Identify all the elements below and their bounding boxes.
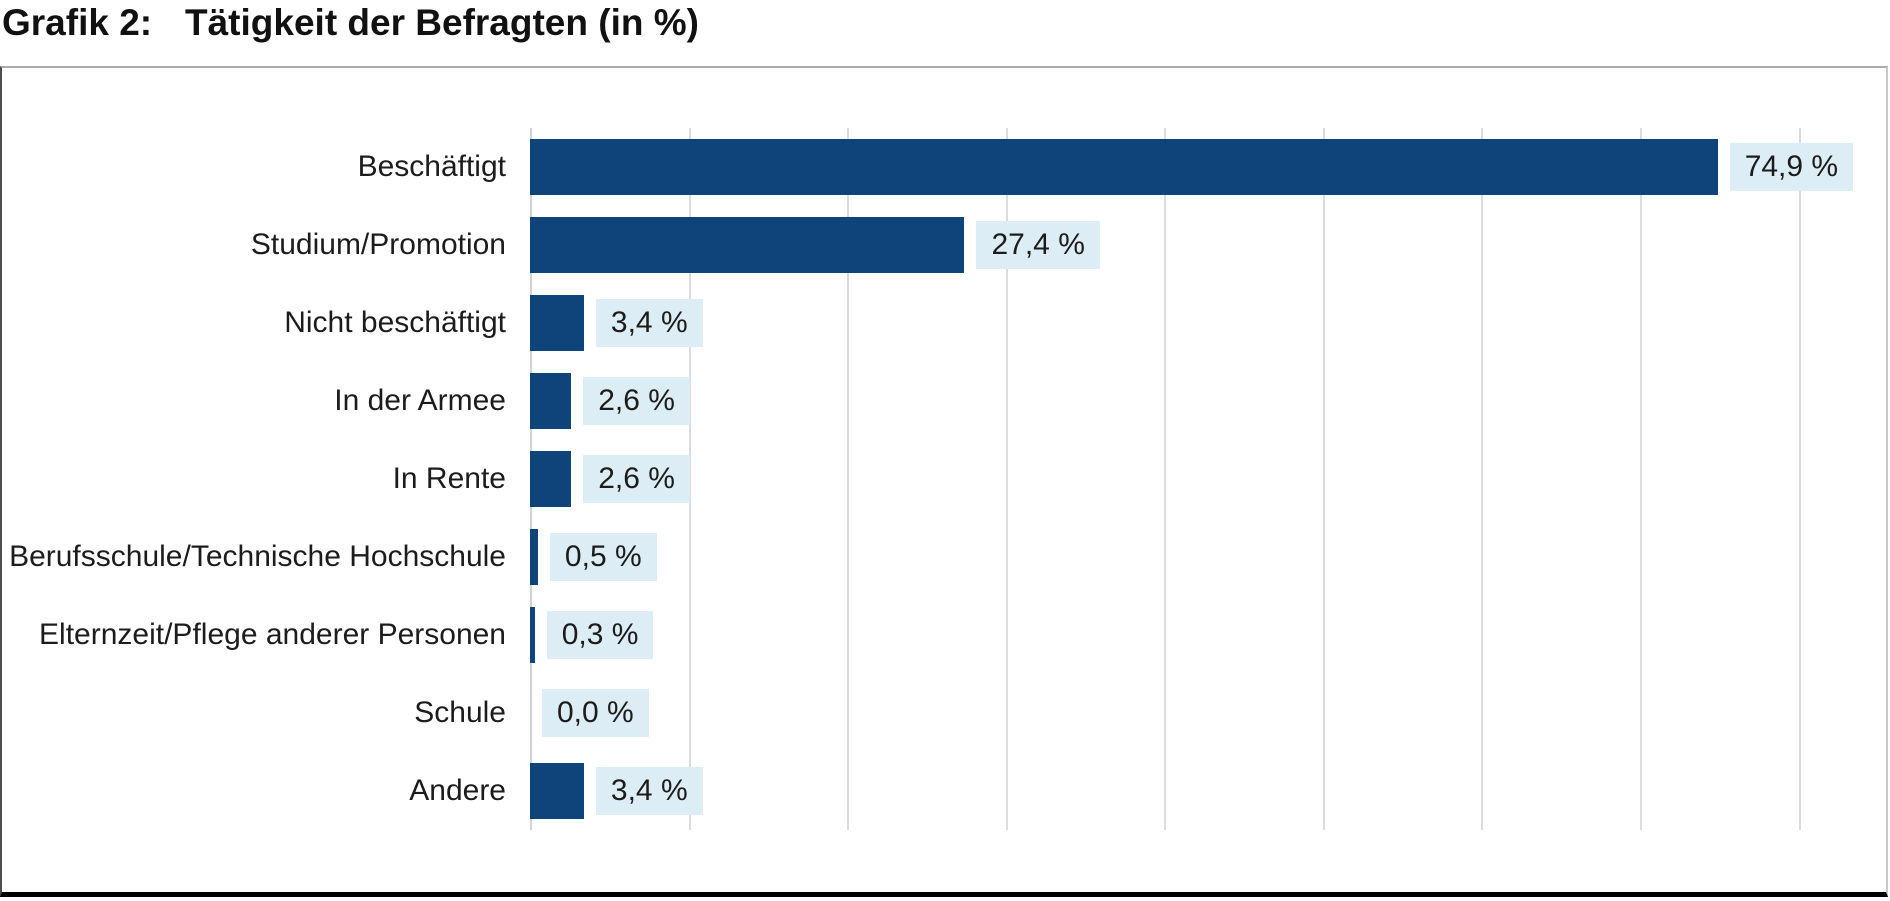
bar [530, 607, 535, 663]
chart-title: Tätigkeit der Befragten (in %) [185, 2, 699, 43]
category-label: Nicht beschäftigt [284, 306, 506, 339]
bar-zone: 3,4 % [530, 752, 1886, 830]
value-label: 74,9 % [1729, 143, 1854, 191]
bar-zone: 74,9 % [530, 128, 1886, 206]
category-label: In der Armee [334, 384, 506, 417]
category-label: Elternzeit/Pflege anderer Personen [39, 618, 506, 651]
chart-row: Studium/Promotion 27,4 % [2, 206, 1886, 284]
gridline [1164, 128, 1167, 830]
value-label: 0,0 % [542, 689, 649, 737]
bar-rows: Beschäftigt 74,9 % Studium/Promotion 27,4 %… [2, 128, 1886, 830]
gridline [1639, 128, 1642, 830]
chart-row: Andere 3,4 % [2, 752, 1886, 830]
gridline [1481, 128, 1484, 830]
value-label: 3,4 % [595, 767, 703, 815]
bar [530, 217, 965, 273]
gridline [1798, 128, 1801, 830]
chart-row: In der Armee 2,6 % [2, 362, 1886, 440]
bar-zone: 27,4 % [530, 206, 1886, 284]
chart-row: Berufsschule/Technische Hochschule 0,5 % [2, 518, 1886, 596]
bar-zone: 2,6 % [530, 440, 1886, 518]
gridline [1322, 128, 1325, 830]
gridline [1005, 128, 1008, 830]
bar [530, 139, 1718, 195]
category-label: Studium/Promotion [250, 228, 506, 261]
bar [530, 295, 584, 351]
chart-row: In Rente 2,6 % [2, 440, 1886, 518]
value-label: 3,4 % [595, 299, 703, 347]
chart-row: Schule 0,0 % [2, 674, 1886, 752]
chart-row: Beschäftigt 74,9 % [2, 128, 1886, 206]
bar-zone: 2,6 % [530, 362, 1886, 440]
chart-row: Nicht beschäftigt 3,4 % [2, 284, 1886, 362]
category-label: Berufsschule/Technische Hochschule [9, 540, 506, 573]
gridline [847, 128, 850, 830]
bar [530, 763, 584, 819]
bar [530, 451, 572, 507]
bar-zone: 0,3 % [530, 596, 1886, 674]
value-label: 0,3 % [546, 611, 654, 659]
bar-zone: 3,4 % [530, 284, 1886, 362]
bar [530, 529, 538, 585]
category-label: In Rente [392, 462, 506, 495]
plot-area: Beschäftigt 74,9 % Studium/Promotion 27,4 %… [2, 68, 1886, 892]
bar [530, 373, 572, 429]
bar-zone: 0,0 % [530, 674, 1886, 752]
value-label: 2,6 % [583, 455, 690, 503]
value-label: 2,6 % [583, 377, 690, 425]
bar-zone: 0,5 % [530, 518, 1886, 596]
chart-frame: Beschäftigt 74,9 % Studium/Promotion 27,4 %… [0, 66, 1888, 897]
category-label: Beschäftigt [357, 150, 506, 183]
value-label: 0,5 % [549, 533, 657, 581]
chart-title-prefix: Grafik 2: [2, 2, 153, 43]
chart-row: Elternzeit/Pflege anderer Personen 0,3 % [2, 596, 1886, 674]
category-label: Schule [414, 696, 506, 729]
value-label: 27,4 % [976, 221, 1100, 269]
category-label: Andere [409, 774, 506, 807]
